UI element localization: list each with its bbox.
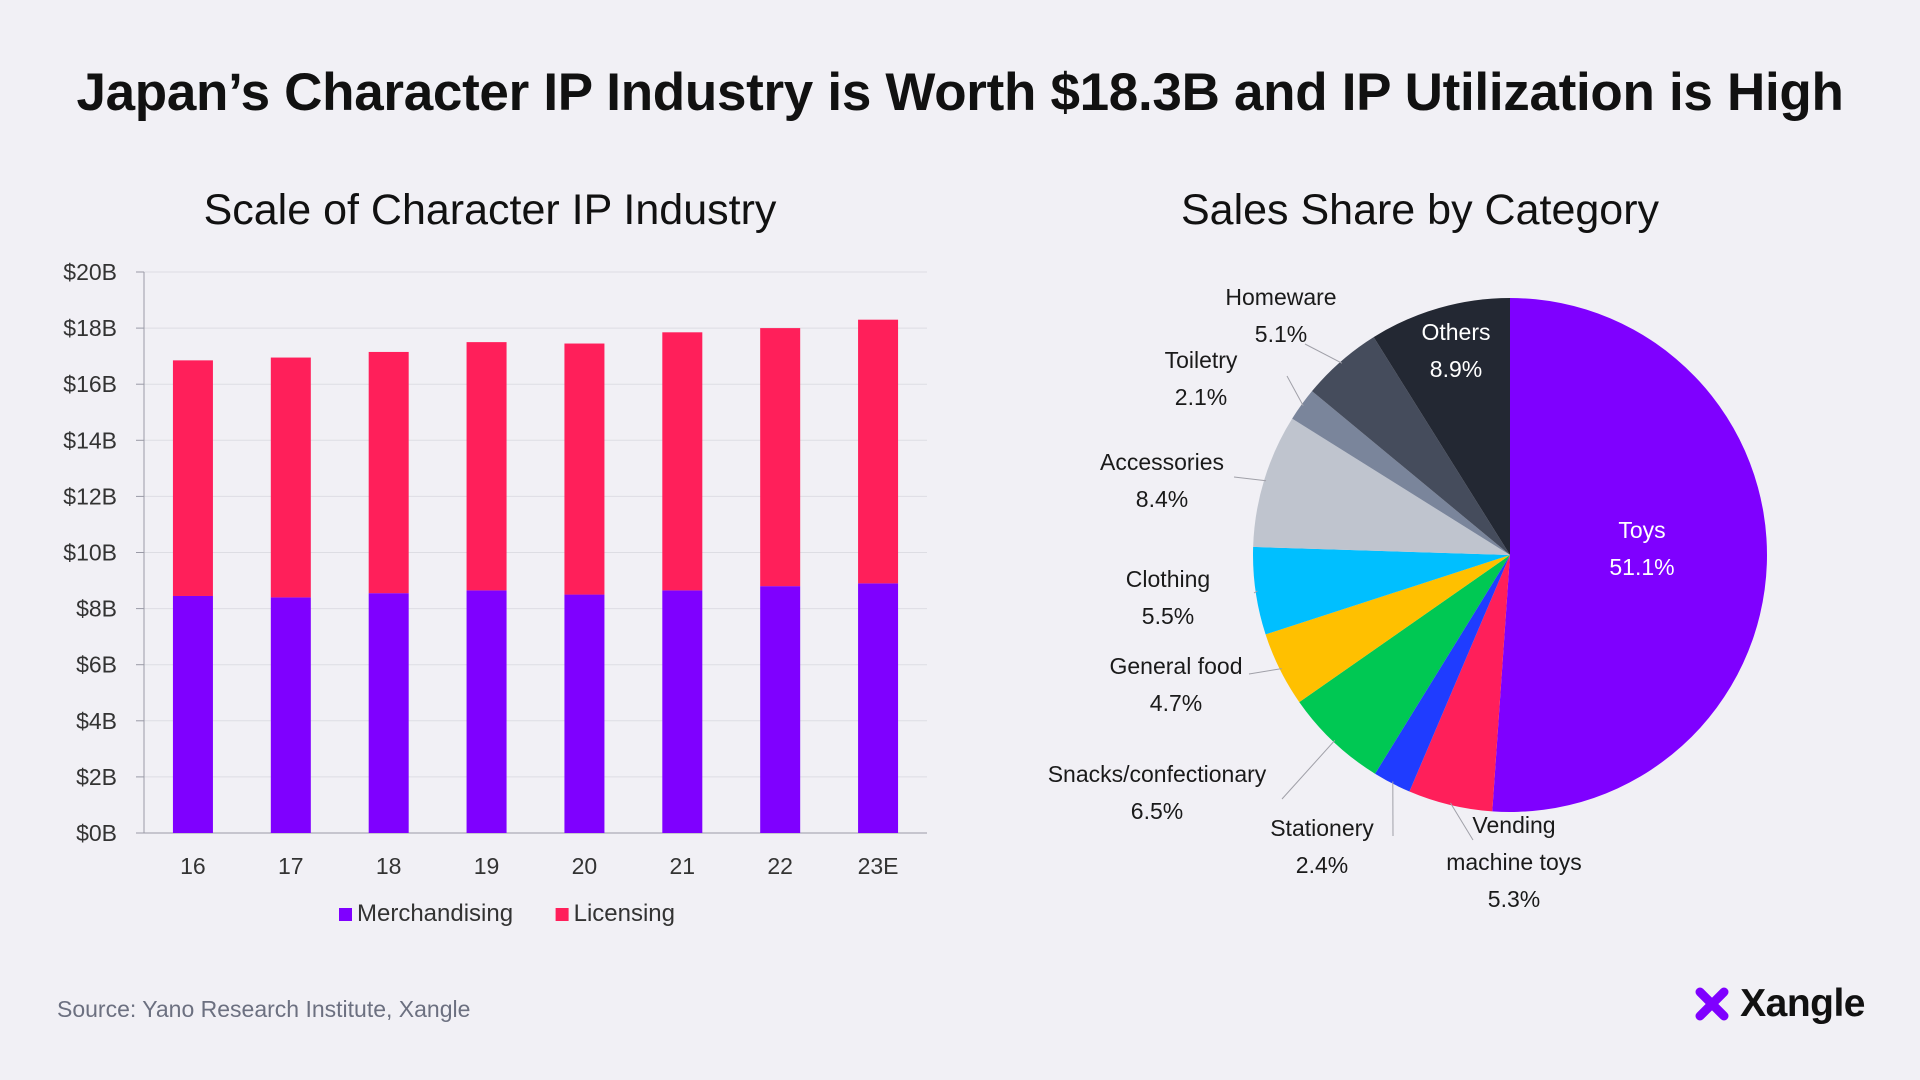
x-tick-label: 21 — [670, 853, 696, 879]
pie-label-clothing: Clothing — [1126, 566, 1210, 592]
bar-merchandising-21 — [662, 590, 703, 833]
pie-label-snacks-confectionary: Snacks/confectionary — [1048, 761, 1267, 787]
bar-chart-axes: $0B $2B $4B $6B $8B $10B $12B $14B $16B $18B $20B 1… — [63, 259, 927, 879]
pie-slice-toys — [1492, 298, 1768, 812]
pie-slice-accessories — [1253, 418, 1510, 555]
y-tick-label: $6B — [76, 652, 117, 678]
pie-label-homeware: Homeware — [1225, 284, 1336, 310]
bar-chart-bars — [172, 319, 899, 833]
leader-line-homeware — [1304, 343, 1343, 364]
xangle-logo-icon — [1695, 987, 1729, 1021]
legend-label-merchandising: Merchandising — [357, 900, 513, 927]
bar-merchandising-16 — [172, 595, 213, 833]
pie-chart-slices — [1253, 298, 1768, 812]
x-tick-label: 22 — [767, 853, 793, 879]
legend-swatch-merchandising — [339, 908, 352, 921]
leader-line-accessories — [1233, 476, 1267, 482]
bar-licensing-19 — [466, 342, 507, 591]
leader-line-clothing — [1253, 590, 1258, 594]
bar-licensing-17 — [270, 357, 311, 598]
bar-merchandising-20 — [564, 594, 605, 833]
pie-label-general-food: General food — [1110, 653, 1243, 679]
leader-line-toiletry — [1286, 375, 1304, 407]
pie-value-homeware: 5.1% — [1255, 321, 1307, 347]
pie-label-others: Others — [1421, 319, 1490, 345]
bar-merchandising-17 — [270, 597, 311, 833]
pie-slice-stationery — [1375, 555, 1510, 792]
y-tick-label: $10B — [63, 540, 117, 566]
y-tick-label: $20B — [63, 259, 117, 285]
bar-licensing-20 — [564, 343, 605, 595]
x-tick-label: 20 — [572, 853, 598, 879]
x-tick-label: 23E — [858, 853, 899, 879]
pie-slice-clothing — [1253, 546, 1510, 635]
legend-swatch-licensing — [555, 908, 569, 921]
pie-label-toiletry: Toiletry — [1165, 347, 1238, 373]
bar-chart-legend: Merchandising Licensing — [339, 900, 675, 927]
x-tick-label: 19 — [474, 853, 500, 879]
pie-value-others: 8.9% — [1430, 356, 1482, 382]
pie-chart-leader-lines — [1233, 343, 1474, 841]
page-title: Japan’s Character IP Industry is Worth $… — [76, 63, 1844, 122]
y-tick-label: $18B — [63, 315, 117, 341]
pie-value-accessories: 8.4% — [1136, 486, 1188, 512]
x-tick-label: 17 — [278, 853, 304, 879]
legend-label-licensing: Licensing — [574, 900, 675, 927]
pie-slice-others — [1373, 298, 1510, 555]
y-tick-label: $14B — [63, 427, 117, 453]
y-tick-label: $4B — [76, 708, 117, 734]
bar-licensing-21 — [662, 332, 703, 591]
pie-label-accessories: Accessories — [1100, 449, 1224, 475]
logo-stroke — [1695, 987, 1729, 1021]
pie-label-vending-machine-toys: Vending machine toys — [1446, 812, 1582, 875]
bar-licensing-22 — [760, 328, 801, 587]
pie-value-toiletry: 2.1% — [1175, 384, 1227, 410]
leader-line-snacks-confectionary — [1281, 740, 1336, 800]
bar-chart-gridlines — [144, 271, 927, 778]
source-note: Source: Yano Research Institute, Xangle — [57, 996, 471, 1022]
y-tick-label: $12B — [63, 483, 117, 509]
bar-merchandising-23E — [858, 583, 899, 833]
leader-line-vending-machine-toys — [1450, 802, 1474, 841]
pie-label-toys: Toys — [1618, 517, 1665, 543]
bar-licensing-23E — [858, 319, 899, 584]
bar-licensing-18 — [368, 351, 409, 594]
y-tick-label: $0B — [76, 820, 117, 846]
pie-label-stationery: Stationery — [1270, 815, 1374, 841]
pie-value-general-food: 4.7% — [1150, 690, 1202, 716]
pie-chart-title: Sales Share by Category — [1180, 186, 1660, 234]
x-tick-label: 16 — [180, 853, 206, 879]
bar-chart-title: Scale of Character IP Industry — [203, 186, 777, 234]
pie-value-vending-machine-toys: 5.3% — [1488, 886, 1540, 912]
x-tick-label: 18 — [376, 853, 402, 879]
pie-slice-vending-machine-toys — [1409, 555, 1510, 812]
pie-slice-toiletry — [1292, 391, 1510, 555]
bar-merchandising-22 — [760, 586, 801, 833]
pie-chart-labels: Toys 51.1% Vending machine toys 5.3% Statione… — [1048, 284, 1675, 912]
brand-name: Xangle — [1740, 982, 1865, 1025]
pie-value-snacks-confectionary: 6.5% — [1131, 798, 1183, 824]
leader-line-general-food — [1248, 668, 1282, 675]
bar-merchandising-19 — [466, 590, 507, 833]
pie-slice-general-food — [1265, 555, 1510, 703]
pie-value-clothing: 5.5% — [1142, 603, 1194, 629]
y-tick-label: $16B — [63, 371, 117, 397]
pie-value-stationery: 2.4% — [1296, 852, 1348, 878]
pie-slice-snacks-confectionary — [1299, 555, 1510, 774]
brand-logo: Xangle — [1692, 982, 1865, 1026]
y-tick-label: $8B — [76, 596, 117, 622]
y-tick-label: $2B — [76, 764, 117, 790]
bar-licensing-16 — [172, 360, 213, 596]
bar-merchandising-18 — [368, 593, 409, 833]
pie-slice-homeware — [1311, 337, 1510, 555]
pie-value-toys: 51.1% — [1609, 554, 1674, 580]
